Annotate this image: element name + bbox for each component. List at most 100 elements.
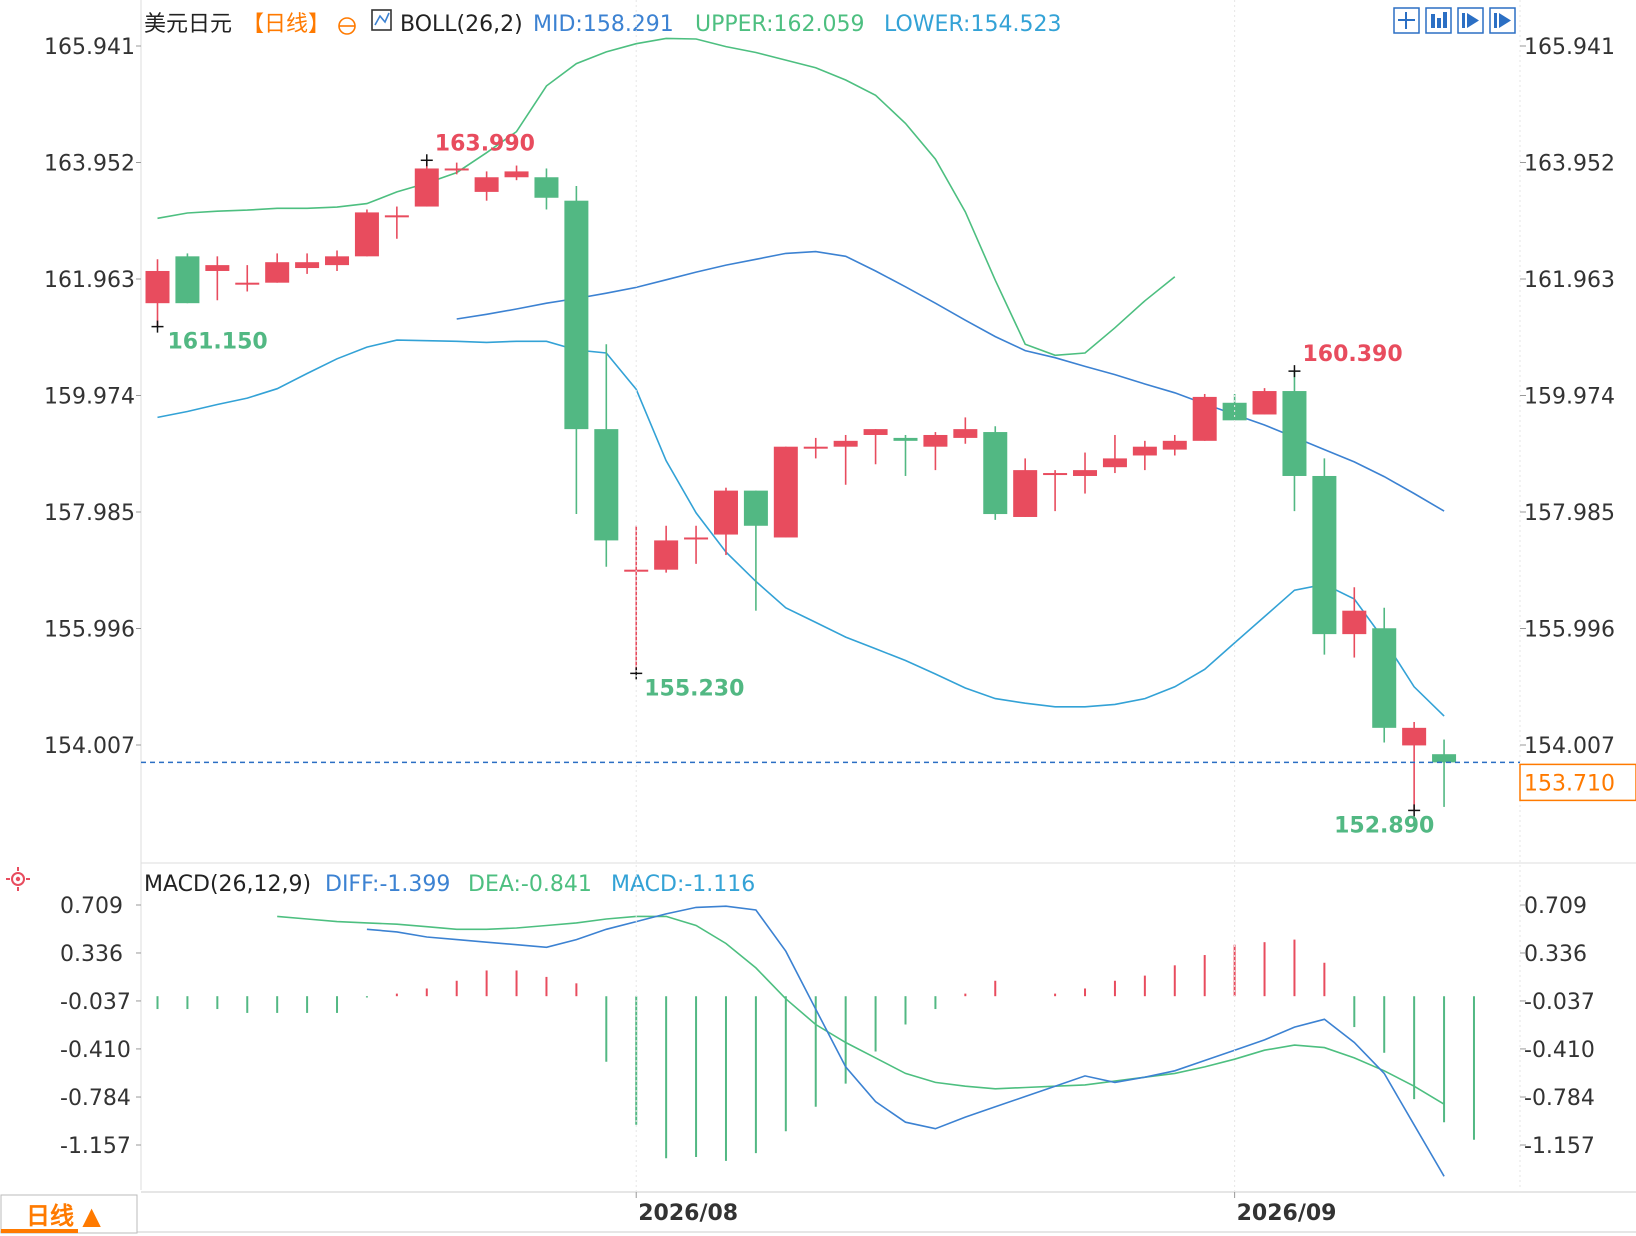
extreme-label: 155.230 <box>644 676 744 701</box>
price-tick-right: 154.007 <box>1524 734 1615 759</box>
candle-body <box>654 540 679 570</box>
candle-body <box>295 262 320 269</box>
current-price-tag <box>1519 763 1636 802</box>
macd-label: MACD(26,12,9) <box>144 872 311 897</box>
candle-body <box>923 434 948 447</box>
crosshair-icon[interactable] <box>1393 7 1420 34</box>
macd-dea-line <box>277 915 1445 1105</box>
candle-body <box>564 200 589 430</box>
boll-upper-text: UPPER:162.059 <box>695 12 865 37</box>
candle-body <box>743 490 768 526</box>
price-tick-right: 159.974 <box>1524 385 1615 410</box>
candle-body <box>1073 470 1098 476</box>
candle-body <box>414 168 439 207</box>
period-tag[interactable]: 【日线】 <box>242 12 330 37</box>
candle-body <box>384 215 409 218</box>
macd-tick-left: -0.410 <box>60 1038 131 1063</box>
macd-diff-line <box>366 905 1445 1177</box>
play-step-icon[interactable] <box>1457 7 1484 34</box>
boll-upper-line <box>157 37 1176 357</box>
price-tick-left: 159.974 <box>44 385 135 410</box>
extreme-label: 152.890 <box>1334 813 1434 838</box>
macd-tick-left: -1.157 <box>60 1134 131 1159</box>
candle-body <box>265 262 290 283</box>
candle-body <box>1162 440 1187 450</box>
circle-plus-icon[interactable] <box>338 17 356 35</box>
price-tick-left: 165.941 <box>44 35 135 60</box>
candle-body <box>594 429 619 541</box>
price-tick-right: 157.985 <box>1524 501 1615 526</box>
candle-body <box>1312 475 1337 635</box>
macd-tick-right: -0.784 <box>1524 1086 1595 1111</box>
candle-body <box>534 177 559 198</box>
macd-tick-right: -0.410 <box>1524 1038 1595 1063</box>
extreme-label: 160.390 <box>1302 342 1402 367</box>
period-button-label: 日线 ▲ <box>26 1202 101 1230</box>
price-axis-left: 165.941 163.952 161.963 159.974 157.985 155.9… <box>44 35 141 759</box>
boll-lower-line <box>157 339 1445 717</box>
candle-body <box>983 432 1008 515</box>
price-axis-right: 165.941 163.952 161.963 159.974 157.985 155.9… <box>1520 35 1615 759</box>
macd-tick-left: -0.037 <box>60 990 131 1015</box>
candle-body <box>863 429 888 435</box>
time-tick-label: 2026/08 <box>638 1201 738 1226</box>
candle-body <box>893 437 918 441</box>
price-tick-right: 163.952 <box>1524 152 1615 177</box>
price-tick-left: 155.996 <box>44 618 135 643</box>
boll-mid-line <box>456 250 1445 512</box>
macd-diff-text: DIFF:-1.399 <box>325 872 450 897</box>
price-tick-left: 157.985 <box>44 501 135 526</box>
price-tick-right: 155.996 <box>1524 618 1615 643</box>
price-tick-right: 161.963 <box>1524 268 1615 293</box>
macd-tick-right: -1.157 <box>1524 1134 1595 1159</box>
macd-tick-left: 0.336 <box>60 942 123 967</box>
extreme-label: 161.150 <box>168 330 268 355</box>
candle-body <box>1043 473 1068 476</box>
macd-tick-right: 0.336 <box>1524 942 1587 967</box>
boll-mid-text: MID:158.291 <box>533 12 674 37</box>
period-button[interactable]: 日线 ▲ <box>0 1194 138 1234</box>
macd-tick-left: 0.709 <box>60 894 123 919</box>
candle-body <box>713 490 738 535</box>
candle-body <box>1402 727 1427 746</box>
boll-label: BOLL(26,2) <box>400 12 523 37</box>
candle-body <box>354 212 379 257</box>
macd-histogram <box>156 939 1475 1161</box>
macd-dea-text: DEA:-0.841 <box>468 872 592 897</box>
candle-body <box>1102 458 1127 468</box>
time-tick-label: 2026/09 <box>1237 1201 1337 1226</box>
symbol-title: 美元日元 <box>144 12 232 37</box>
candle-body <box>773 446 798 538</box>
bar-chart-icon[interactable] <box>1425 7 1452 34</box>
candle-body <box>205 265 230 271</box>
forward-step-icon[interactable] <box>1489 7 1516 34</box>
candle-body <box>833 440 858 447</box>
candle-body <box>1252 391 1277 415</box>
macd-axis-left: 0.709 0.336 -0.037 -0.410 -0.784 -1.157 <box>60 894 141 1159</box>
candle-body <box>1432 754 1457 763</box>
candle-body <box>684 537 709 540</box>
macd-axis-right: 0.709 0.336 -0.037 -0.410 -0.784 -1.157 <box>1520 894 1595 1159</box>
indicator-chart-icon[interactable] <box>371 9 392 31</box>
candle-body <box>1013 470 1038 517</box>
macd-tick-right: -0.037 <box>1524 990 1595 1015</box>
macd-settings-icon[interactable] <box>6 867 30 891</box>
price-tick-right: 165.941 <box>1524 35 1615 60</box>
macd-value-text: MACD:-1.116 <box>611 872 755 897</box>
boll-lines <box>157 37 1445 717</box>
candle-body <box>325 256 350 266</box>
extreme-label: 163.990 <box>435 131 535 156</box>
current-price-value: 153.710 <box>1524 771 1615 796</box>
boll-lower-text: LOWER:154.523 <box>884 12 1061 37</box>
candle-body <box>1192 396 1217 441</box>
macd-tick-right: 0.709 <box>1524 894 1587 919</box>
candle-body <box>1282 391 1307 476</box>
candles <box>145 160 1457 811</box>
candle-body <box>145 270 170 304</box>
candle-body <box>953 429 978 438</box>
price-tick-left: 154.007 <box>44 734 135 759</box>
candle-body <box>803 446 828 449</box>
candle-body <box>474 177 499 192</box>
